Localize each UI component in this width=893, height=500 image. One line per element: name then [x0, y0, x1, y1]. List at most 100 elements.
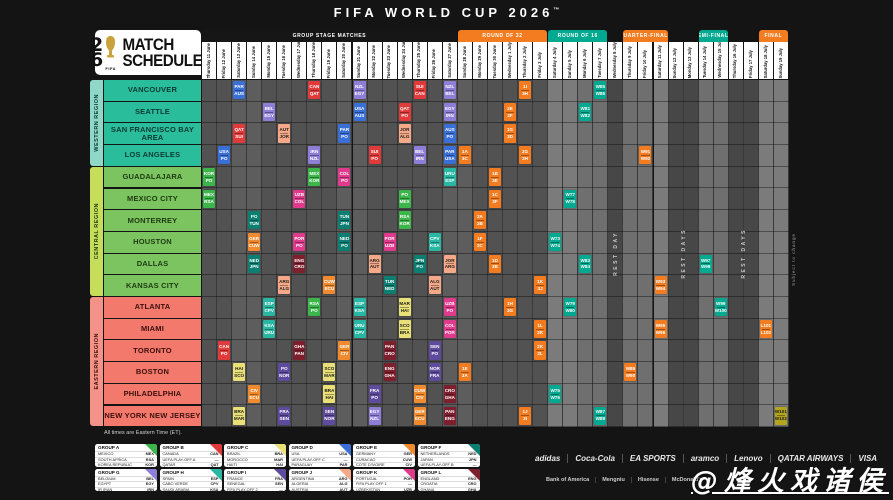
- sponsor-logo-hisense: Hisense: [632, 477, 666, 483]
- match-cell: FRA SEN: [278, 406, 291, 425]
- trophy-icon: FIFA: [104, 35, 117, 71]
- group-team-row: CROATIA CRO: [417, 481, 480, 487]
- grid-column: [563, 80, 579, 428]
- grid-column: [352, 80, 368, 428]
- date-header: Thursday 25 June: [412, 42, 427, 79]
- match-cell: CAN QAT: [308, 81, 321, 100]
- match-cell: COL POR: [443, 319, 456, 338]
- match-cell: EGY IRN: [443, 102, 456, 121]
- match-cell: SCO MAR: [323, 363, 336, 382]
- match-cell: POR UZB: [383, 232, 396, 252]
- match-cell: BEL IRN: [413, 146, 426, 165]
- match-cell: PAN ENG: [443, 406, 456, 425]
- grid-column: [533, 80, 549, 428]
- grid-column: [382, 80, 398, 428]
- grid-column: [442, 80, 458, 428]
- grid-column: [412, 80, 428, 428]
- grid-column: [217, 80, 233, 428]
- group-card-title: GROUP A: [98, 445, 120, 450]
- grid-row-line: [202, 102, 789, 124]
- match-cell: CAN PO: [218, 341, 231, 360]
- group-team-row: MOROCCO MAR: [224, 456, 286, 463]
- grid-column: [713, 80, 729, 428]
- group-card-d: GROUP D USA USA UEFA PLAY-OFF C — PARAGUAY PAR…: [288, 444, 351, 467]
- group-team-row: UZBEKISTAN UZB: [353, 486, 415, 491]
- match-cell: SUI PO: [368, 146, 381, 165]
- grid-column: [698, 80, 714, 428]
- match-cell: W97 W98: [699, 254, 712, 273]
- group-card-title: GROUP I: [227, 469, 247, 475]
- match-cell: KSA URU: [263, 319, 276, 338]
- phase-header-r32: ROUND OF 32: [457, 30, 548, 42]
- date-header: Saturday 4 July: [548, 42, 563, 79]
- match-cell: 1L 3K: [534, 319, 547, 338]
- group-team-row: FIFA PLAY-OFF 1—: [353, 481, 415, 487]
- date-header: Sunday 28 June: [457, 42, 472, 79]
- city-cell: MEXICO CITY: [104, 188, 201, 210]
- match-cell: QAT PO: [398, 102, 411, 121]
- grid-column: [683, 80, 699, 428]
- match-cell: GER CIV: [338, 341, 351, 360]
- match-cell: RSA KOR: [398, 211, 411, 230]
- match-cell: PAR PO: [338, 124, 351, 143]
- match-cell: MEX KOR: [308, 167, 321, 186]
- city-cell: GUADALAJARA: [104, 166, 201, 188]
- match-cell: 1B 3E: [488, 167, 501, 186]
- sponsor-logo-ea-sports: EA SPORTS: [623, 453, 684, 463]
- match-cell: W91 W92: [639, 146, 652, 165]
- phase-header-gs: GROUP STAGE MATCHES: [202, 30, 457, 42]
- match-cell: POR PO: [293, 232, 306, 252]
- city-cell: VANCOUVER: [104, 80, 201, 101]
- date-header: Wednesday 24 June: [397, 42, 412, 79]
- sponsor-row-secondary: Bank of America Mengniu Hisense McDonald's: [540, 474, 709, 486]
- match-cell: 2G 2H: [519, 146, 532, 165]
- date-header: Wednesday 17 June: [292, 42, 307, 79]
- match-cell: BRA HAI: [323, 384, 336, 403]
- city-cell: BOSTON: [104, 362, 201, 383]
- grid-row-line: [202, 145, 789, 167]
- match-cell: USA AUS: [353, 102, 366, 121]
- date-header: Monday 6 July: [578, 42, 593, 79]
- date-header: Friday 3 July: [533, 42, 548, 79]
- group-team-row: SENEGAL SEN: [224, 481, 286, 487]
- date-header: Sunday 19 July: [773, 42, 788, 79]
- match-cell: 2A 2B: [473, 211, 486, 230]
- region-label-eastern: EASTERN REGION: [90, 297, 103, 427]
- group-team-row: FIFA PLAY-OFF 2—: [224, 486, 286, 491]
- sponsor-row-primary: adidas Coca-Cola EA SPORTS aramco Lenovo QATA…: [528, 450, 884, 466]
- grid-column: [608, 80, 624, 428]
- match-cell: 2K 2L: [534, 341, 547, 360]
- match-cell: PAR USA: [443, 146, 456, 165]
- group-team-row: EGYPT EGY: [95, 481, 157, 487]
- match-cell: HAI SCO: [233, 363, 246, 382]
- city-cell: MONTERREY: [104, 210, 201, 231]
- sponsor-logo-mcdonald-s: McDonald's: [671, 477, 703, 483]
- match-cell: SEN PO: [428, 341, 441, 360]
- match-cell: 1A 3C: [458, 146, 471, 165]
- group-team-row: GHANA GHA: [417, 486, 480, 491]
- group-card-title: GROUP L: [420, 469, 442, 475]
- match-cell: NZL EGY: [353, 81, 366, 100]
- group-card-f: GROUP F NETHERLANDS NED JAPAN JPN UEFA PLAY-O…: [417, 444, 480, 467]
- date-header: Monday 29 June: [472, 42, 487, 79]
- match-cell: IRN NZL: [308, 146, 321, 165]
- grid-column: [262, 80, 278, 428]
- match-cell: W73 W74: [549, 232, 562, 252]
- city-cell: KANSAS CITY: [104, 275, 201, 296]
- group-team-row: CURACAO CUW: [353, 456, 415, 463]
- match-cell: 1E 3A: [458, 363, 471, 382]
- grid-column: [397, 80, 413, 428]
- grid-column: [247, 80, 263, 428]
- match-cell: CUW ECU: [323, 276, 336, 295]
- logo-title: MATCH SCHEDULE: [122, 35, 203, 70]
- grid-column: [503, 80, 519, 428]
- match-cell: PAN CRO: [383, 341, 396, 360]
- city-cell: PHILADELPHIA: [104, 383, 201, 405]
- match-cell: UZB COL: [293, 189, 306, 208]
- match-cell: SCO BRA: [398, 319, 411, 338]
- group-card-e: GROUP E GERMANY GER CURACAO CUW COTE D'IVOIRE…: [353, 444, 415, 467]
- grid-column: [548, 80, 564, 428]
- match-cell: NZL BEL: [443, 81, 456, 100]
- date-header: Sunday 12 July: [668, 42, 683, 79]
